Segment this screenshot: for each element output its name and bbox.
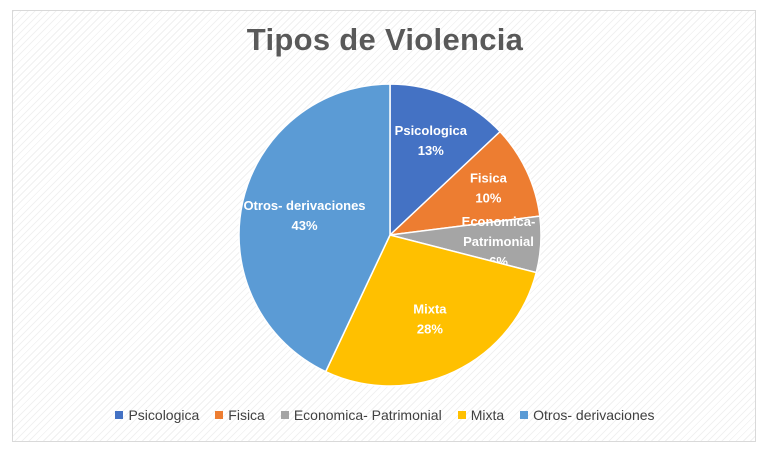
pie-slice-otros-derivaciones bbox=[238, 83, 391, 373]
legend-item-otros-derivaciones: Otros- derivaciones bbox=[520, 407, 655, 423]
legend-item-psicologica: Psicologica bbox=[115, 407, 199, 423]
pie-slice-psicologica bbox=[389, 83, 502, 237]
legend-label: Mixta bbox=[470, 407, 505, 423]
slice-label-economica-patrimonial: Economica-Patrimonial 6% bbox=[462, 214, 536, 269]
legend-item-mixta: Mixta bbox=[457, 407, 505, 423]
legend-label: Economica- Patrimonial bbox=[293, 407, 442, 423]
slice-label-psicologica: Psicologica 13% bbox=[395, 123, 468, 158]
legend-label: Otros- derivaciones bbox=[533, 407, 655, 423]
slice-label-mixta: Mixta 28% bbox=[413, 302, 447, 337]
legend-swatch bbox=[280, 411, 289, 419]
legend-swatch bbox=[115, 411, 124, 419]
chart-title: Tipos de Violencia bbox=[246, 22, 524, 57]
legend-item-fisica: Fisica bbox=[215, 407, 265, 423]
chart-legend: Psicologica Fisica Economica- Patrimonial M… bbox=[0, 407, 770, 423]
pie-slice-fisica bbox=[387, 130, 541, 237]
legend-swatch bbox=[520, 411, 529, 419]
legend-label: Fisica bbox=[228, 407, 265, 423]
legend-item-economica-patrimonial: Economica- Patrimonial bbox=[280, 407, 442, 423]
legend-swatch bbox=[457, 411, 466, 419]
slice-label-otros-derivaciones: Otros- derivaciones 43% bbox=[243, 198, 365, 233]
legend-label: Psicologica bbox=[128, 407, 200, 423]
pie-slice-mixta bbox=[324, 234, 538, 387]
legend-swatch bbox=[215, 411, 224, 419]
slice-label-fisica: Fisica 10% bbox=[470, 171, 508, 206]
